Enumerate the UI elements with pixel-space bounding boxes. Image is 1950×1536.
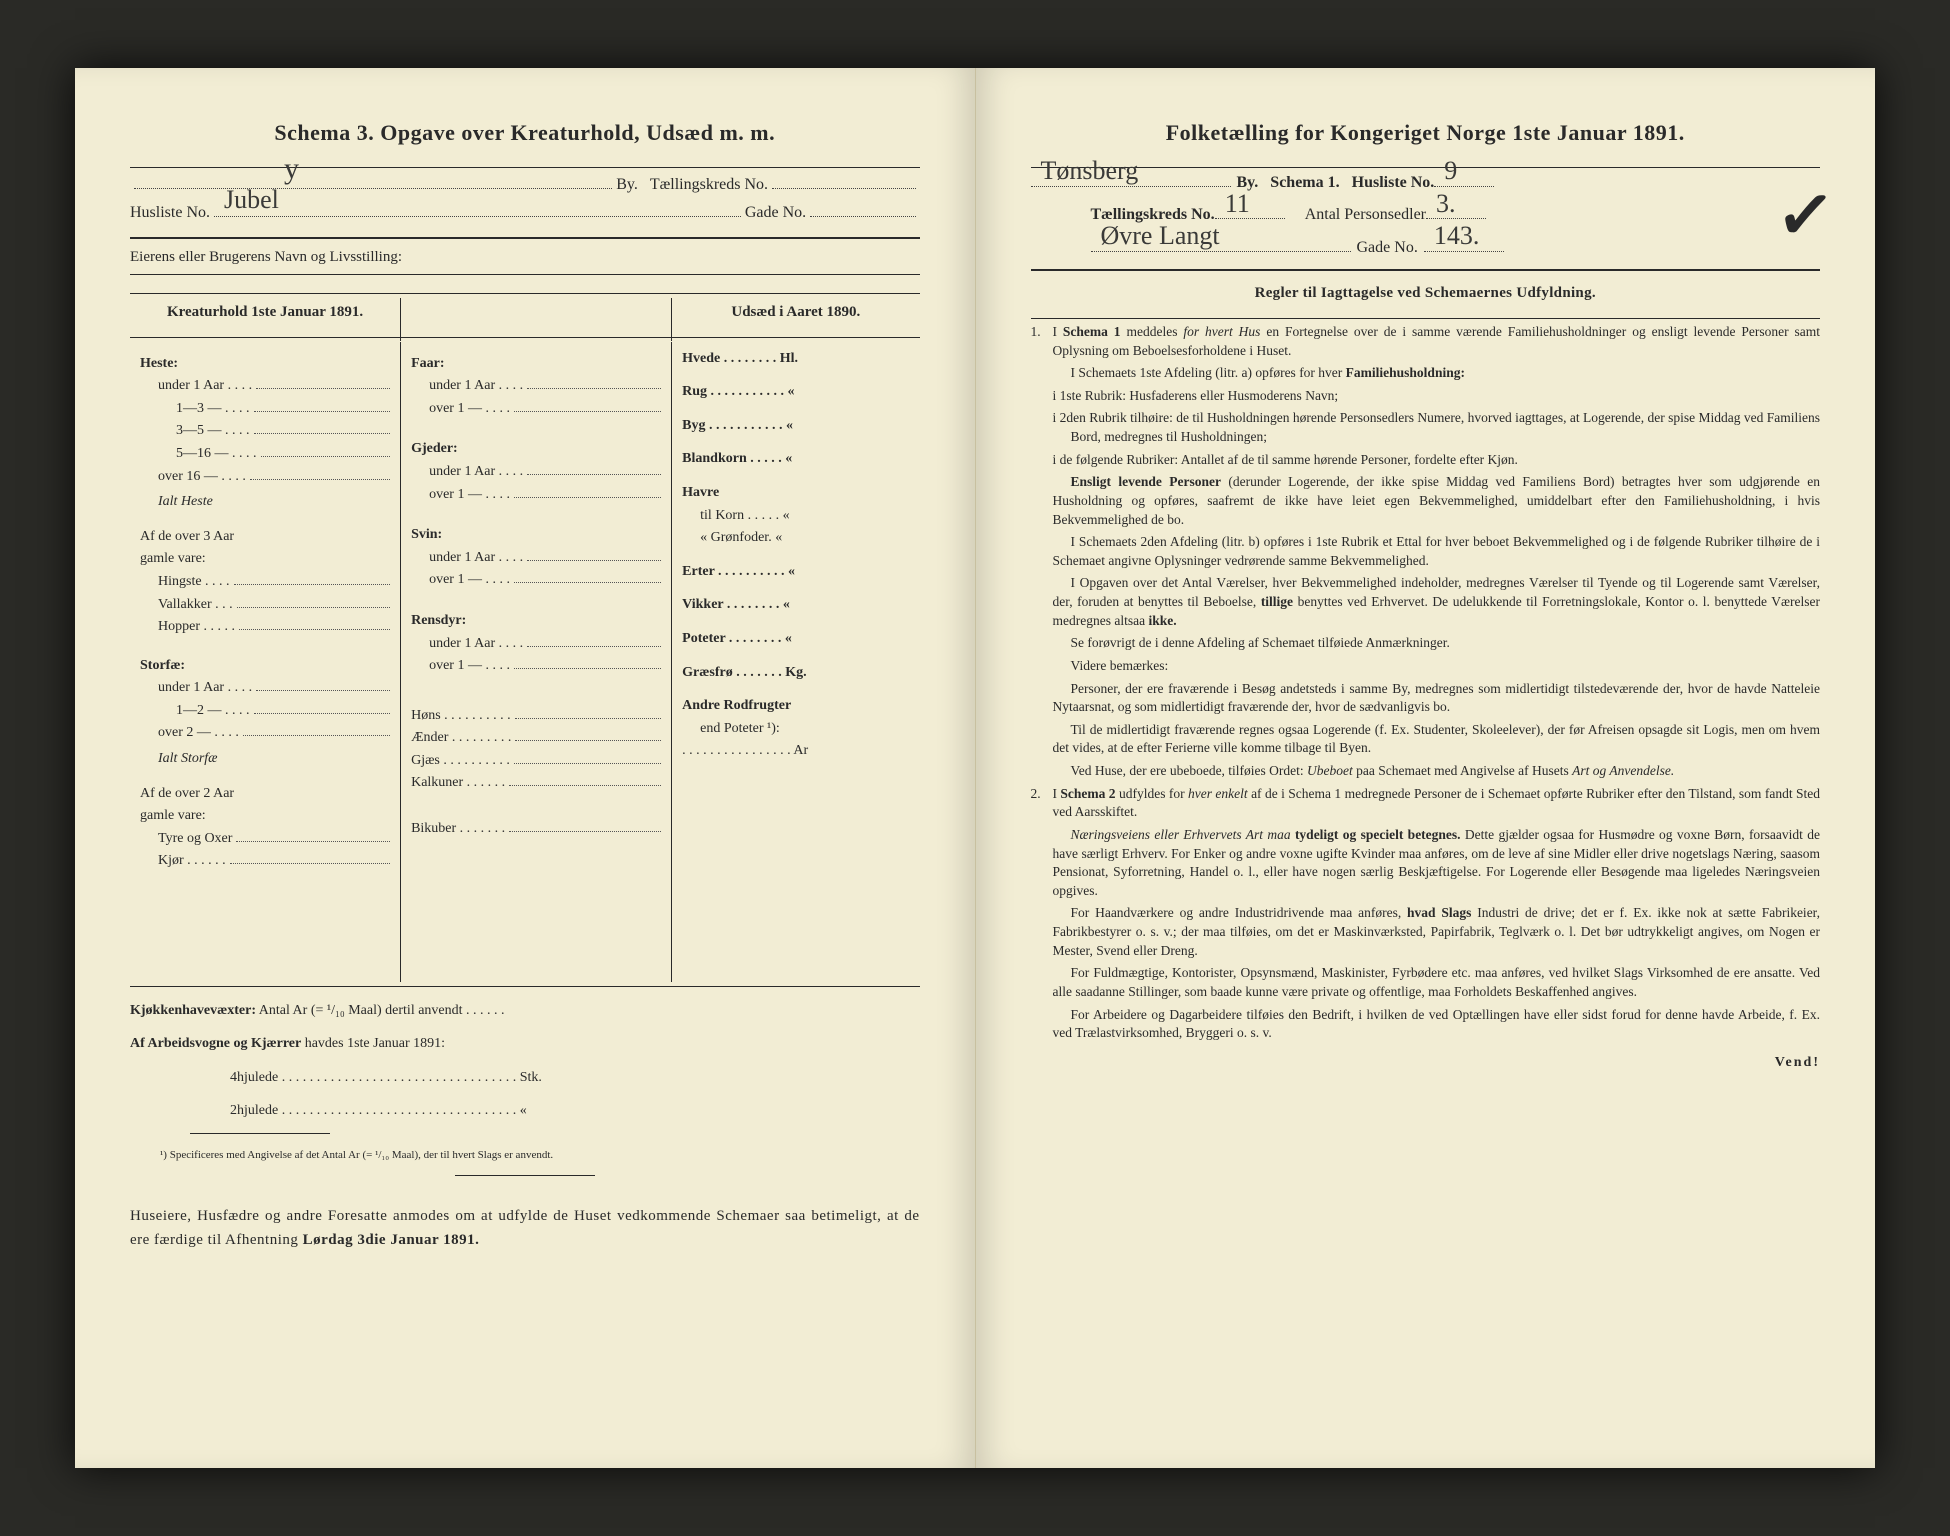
husliste-row: Husliste No. Jubel Gade No.: [130, 202, 920, 224]
regler-heading: Regler til Iagttagelse ved Schemaernes U…: [1031, 283, 1821, 304]
book-spread: Schema 3. Opgave over Kreaturhold, Udsæd…: [75, 68, 1875, 1468]
eier-label: Eierens eller Brugerens Navn og Livsstil…: [130, 247, 920, 268]
census-title: Folketælling for Kongeriget Norge 1ste J…: [1031, 118, 1821, 149]
right-page: Folketælling for Kongeriget Norge 1ste J…: [976, 68, 1876, 1468]
header-row3: Øvre Langt Gade No. 143.: [1031, 237, 1821, 259]
kjokken-line: Kjøkkenhavevæxter: Antal Ar (= ¹/₁₀ Maal…: [130, 1001, 920, 1021]
vend-label: Vend!: [1031, 1053, 1821, 1073]
checkmark-annotation: ✓: [1772, 166, 1839, 269]
kreatur-table: Kreaturhold 1ste Januar 1891. Udsæd i Aa…: [130, 298, 920, 341]
header-row1: Tønsberg By. Schema 1. Husliste No. 9: [1031, 172, 1821, 194]
schema3-title: Schema 3. Opgave over Kreaturhold, Udsæd…: [130, 118, 920, 149]
kreatur-col1: Kreaturhold 1ste Januar 1891.: [130, 298, 401, 341]
final-notice: Huseiere, Husfædre og andre Foresatte an…: [130, 1204, 920, 1252]
footnote: ¹) Specificeres med Angivelse af det Ant…: [130, 1148, 920, 1163]
rules-body: 1. I Schema 1 meddeles for hvert Hus en …: [1031, 323, 1821, 1043]
left-page: Schema 3. Opgave over Kreaturhold, Udsæd…: [75, 68, 976, 1468]
